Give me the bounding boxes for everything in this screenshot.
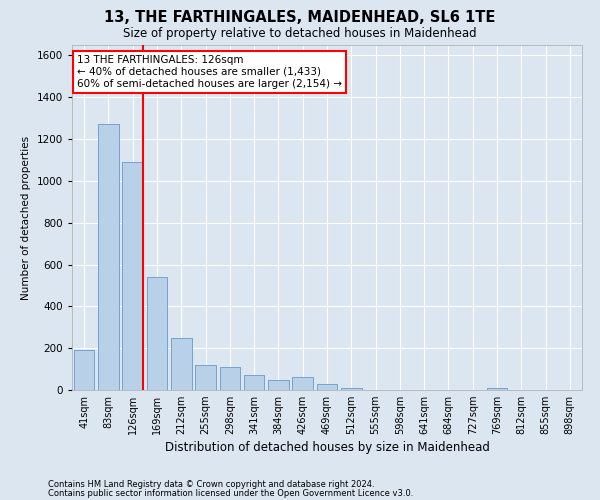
Bar bbox=[487, 388, 508, 390]
Text: 13 THE FARTHINGALES: 126sqm
← 40% of detached houses are smaller (1,433)
60% of : 13 THE FARTHINGALES: 126sqm ← 40% of det… bbox=[77, 56, 342, 88]
Bar bbox=[292, 378, 313, 390]
Text: 13, THE FARTHINGALES, MAIDENHEAD, SL6 1TE: 13, THE FARTHINGALES, MAIDENHEAD, SL6 1T… bbox=[104, 10, 496, 25]
Bar bbox=[317, 384, 337, 390]
Bar bbox=[244, 376, 265, 390]
Bar bbox=[220, 367, 240, 390]
Y-axis label: Number of detached properties: Number of detached properties bbox=[21, 136, 31, 300]
X-axis label: Distribution of detached houses by size in Maidenhead: Distribution of detached houses by size … bbox=[164, 442, 490, 454]
Bar bbox=[98, 124, 119, 390]
Bar bbox=[341, 388, 362, 390]
Bar bbox=[268, 380, 289, 390]
Text: Contains public sector information licensed under the Open Government Licence v3: Contains public sector information licen… bbox=[48, 488, 413, 498]
Text: Size of property relative to detached houses in Maidenhead: Size of property relative to detached ho… bbox=[123, 28, 477, 40]
Bar bbox=[171, 338, 191, 390]
Bar bbox=[195, 365, 216, 390]
Bar bbox=[74, 350, 94, 390]
Text: Contains HM Land Registry data © Crown copyright and database right 2024.: Contains HM Land Registry data © Crown c… bbox=[48, 480, 374, 489]
Bar bbox=[122, 162, 143, 390]
Bar bbox=[146, 277, 167, 390]
